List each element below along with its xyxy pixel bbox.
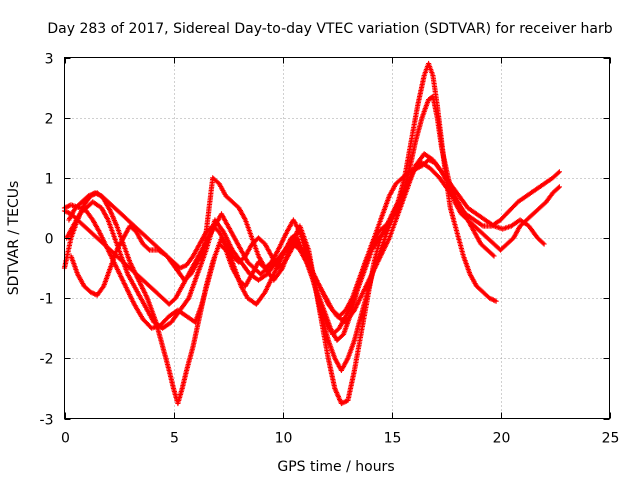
y-axis-label: SDTVAR / TECUs bbox=[6, 181, 22, 296]
series-markers bbox=[66, 157, 497, 343]
data-layer bbox=[61, 60, 562, 407]
tick-layer: 0 5 10 15 20 25 -3 -2 -1 0 1 2 3 bbox=[40, 52, 620, 447]
x-tick-label: 20 bbox=[493, 431, 511, 447]
y-tick-label: 2 bbox=[45, 112, 54, 128]
y-tick-label: -2 bbox=[40, 352, 54, 368]
x-axis-label: GPS time / hours bbox=[277, 459, 394, 475]
y-tick-label: 1 bbox=[45, 172, 54, 188]
y-tick-label: -1 bbox=[40, 292, 54, 308]
x-tick-label: 5 bbox=[170, 431, 179, 447]
chart-title: Day 283 of 2017, Sidereal Day-to-day VTE… bbox=[47, 21, 612, 37]
x-tick-label: 10 bbox=[275, 431, 293, 447]
series-track-5 bbox=[66, 157, 497, 343]
y-tick-label: -3 bbox=[40, 413, 54, 429]
y-tick-label: 0 bbox=[45, 232, 54, 248]
y-tick-label: 3 bbox=[45, 52, 54, 68]
x-tick-label: 25 bbox=[602, 431, 620, 447]
x-tick-label: 15 bbox=[384, 431, 402, 447]
x-tick-label: 0 bbox=[61, 431, 70, 447]
